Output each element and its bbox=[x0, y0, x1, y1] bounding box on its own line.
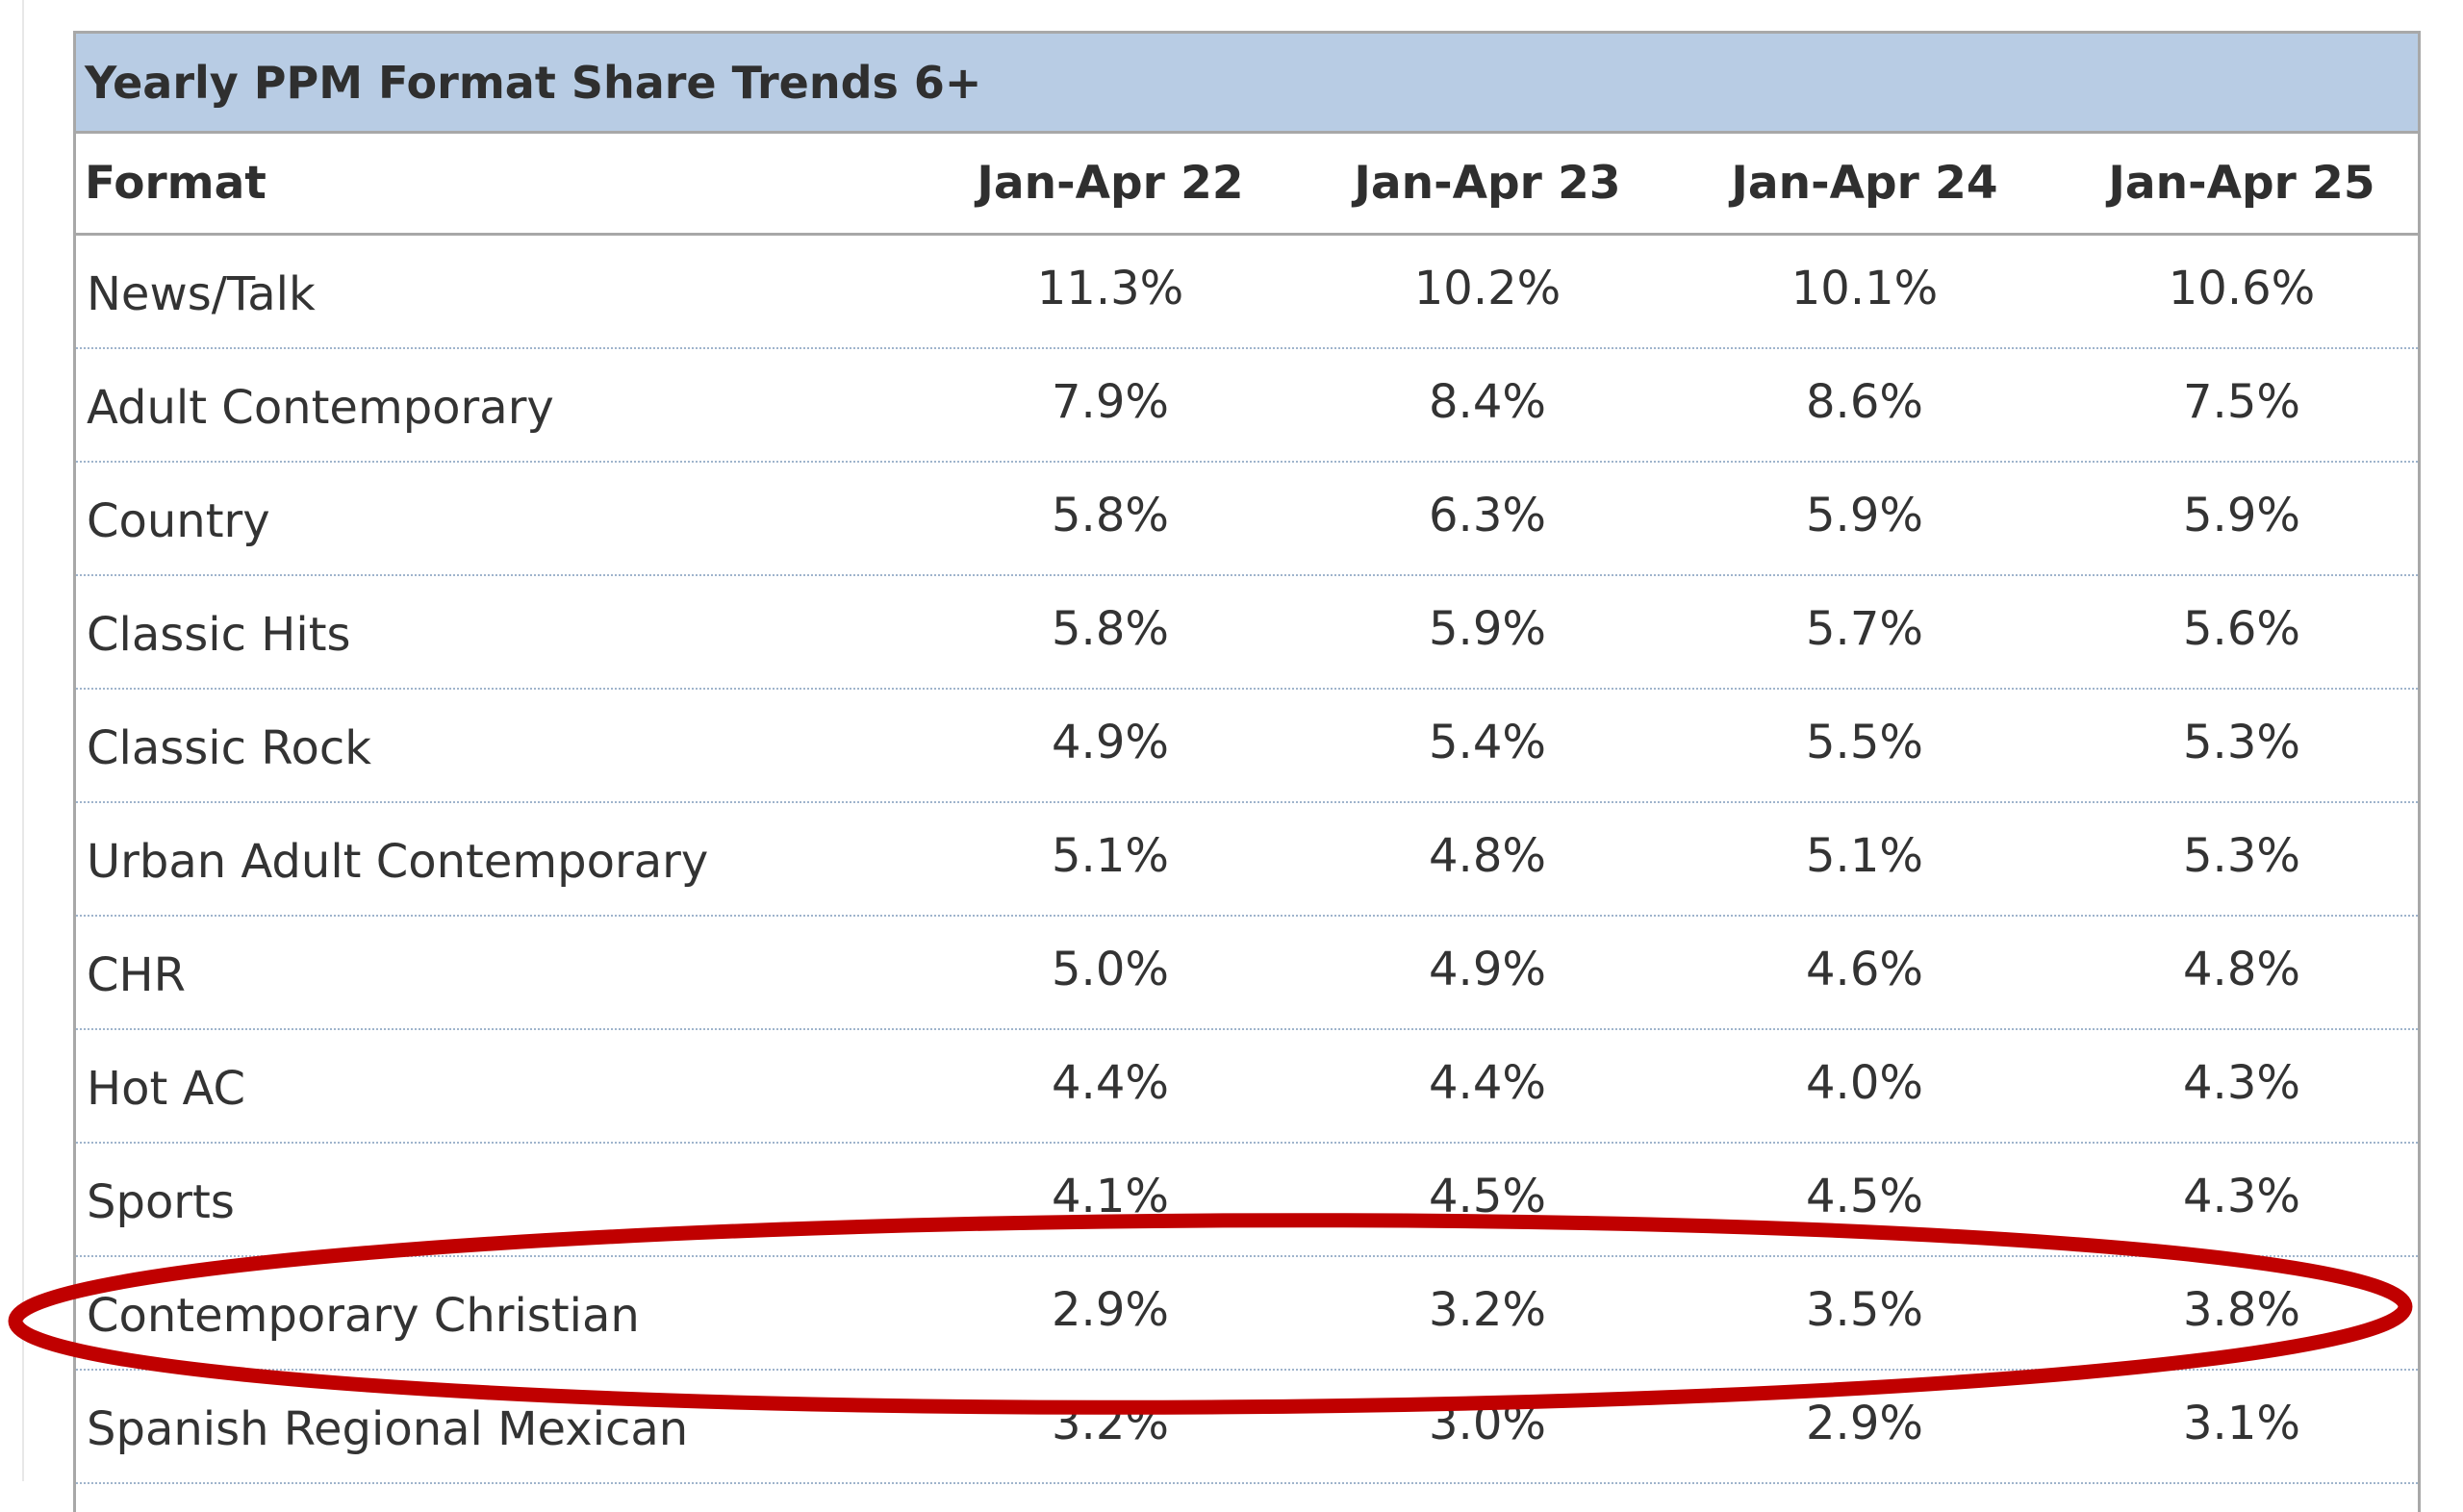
table-row-highlighted: Contemporary Christian 2.9% 3.2% 3.5% 3.… bbox=[76, 1257, 2418, 1371]
row-value-jan-apr-23: 6.3% bbox=[1429, 489, 1546, 542]
row-value-jan-apr-23: 4.9% bbox=[1429, 943, 1546, 996]
row-value-jan-apr-25: 5.3% bbox=[2183, 829, 2300, 883]
row-value-jan-apr-25: 4.3% bbox=[2183, 1056, 2300, 1110]
table-row: CHR 5.0% 4.9% 4.6% 4.8% bbox=[76, 917, 2418, 1030]
table-row: Classic Rock 4.9% 5.4% 5.5% 5.3% bbox=[76, 690, 2418, 803]
row-value-jan-apr-22: 5.8% bbox=[1052, 489, 1169, 542]
table-row: Country 5.8% 6.3% 5.9% 5.9% bbox=[76, 463, 2418, 576]
row-value-jan-apr-23: 8.4% bbox=[1429, 375, 1546, 429]
row-format-name: Country bbox=[87, 494, 270, 548]
row-value-jan-apr-24: 4.6% bbox=[1806, 943, 1923, 996]
row-value-jan-apr-24: 3.5% bbox=[1806, 1283, 1923, 1337]
row-value-jan-apr-22: 3.2% bbox=[1052, 1397, 1169, 1450]
table-row: Spanish Regional Mexican 3.2% 3.0% 2.9% … bbox=[76, 1371, 2418, 1484]
row-format-name: Spanish Regional Mexican bbox=[87, 1402, 689, 1456]
header-jan-apr-24: Jan-Apr 24 bbox=[1731, 157, 1998, 210]
row-value-jan-apr-22: 4.1% bbox=[1052, 1170, 1169, 1223]
row-value-jan-apr-25: 5.6% bbox=[2183, 602, 2300, 656]
row-value-jan-apr-23: 4.4% bbox=[1429, 1056, 1546, 1110]
table-row: News/Talk 11.3% 10.2% 10.1% 10.6% bbox=[76, 236, 2418, 349]
row-format-name: Hot AC bbox=[87, 1062, 246, 1116]
row-value-jan-apr-24: 2.9% bbox=[1806, 1397, 1923, 1450]
row-value-jan-apr-23: 10.2% bbox=[1413, 262, 1562, 315]
row-value-jan-apr-25: 5.9% bbox=[2183, 489, 2300, 542]
row-value-jan-apr-22: 4.9% bbox=[1052, 716, 1169, 769]
row-value-jan-apr-22: 7.9% bbox=[1052, 375, 1169, 429]
table-row: Urban Adult Contemporary 5.1% 4.8% 5.1% … bbox=[76, 803, 2418, 917]
row-format-name: Classic Hits bbox=[87, 608, 351, 662]
row-value-jan-apr-25: 3.8% bbox=[2183, 1283, 2300, 1337]
row-value-jan-apr-23: 5.4% bbox=[1429, 716, 1546, 769]
row-value-jan-apr-25: 4.8% bbox=[2183, 943, 2300, 996]
row-value-jan-apr-23: 4.8% bbox=[1429, 829, 1546, 883]
row-value-jan-apr-24: 5.7% bbox=[1806, 602, 1923, 656]
row-value-jan-apr-22: 4.4% bbox=[1052, 1056, 1169, 1110]
row-value-jan-apr-24: 5.1% bbox=[1806, 829, 1923, 883]
header-jan-apr-25: Jan-Apr 25 bbox=[2108, 157, 2375, 210]
row-value-jan-apr-25: 5.3% bbox=[2183, 716, 2300, 769]
header-format: Format bbox=[85, 157, 267, 210]
table-row: Adult Contemporary 7.9% 8.4% 8.6% 7.5% bbox=[76, 349, 2418, 463]
table-row: Hot AC 4.4% 4.4% 4.0% 4.3% bbox=[76, 1030, 2418, 1144]
table-title: Yearly PPM Format Share Trends 6+ bbox=[85, 57, 982, 109]
row-value-jan-apr-24: 4.0% bbox=[1806, 1056, 1923, 1110]
header-jan-apr-22: Jan-Apr 22 bbox=[977, 157, 1244, 210]
table-row: Sports 4.1% 4.5% 4.5% 4.3% bbox=[76, 1144, 2418, 1257]
row-value-jan-apr-24: 10.1% bbox=[1790, 262, 1939, 315]
table-frame bbox=[73, 31, 2421, 1512]
row-value-jan-apr-24: 8.6% bbox=[1806, 375, 1923, 429]
row-value-jan-apr-24: 4.5% bbox=[1806, 1170, 1923, 1223]
row-format-name: Classic Rock bbox=[87, 721, 372, 775]
row-value-jan-apr-23: 4.5% bbox=[1429, 1170, 1546, 1223]
row-value-jan-apr-22: 5.0% bbox=[1052, 943, 1169, 996]
row-value-jan-apr-25: 7.5% bbox=[2183, 375, 2300, 429]
row-value-jan-apr-22: 5.8% bbox=[1052, 602, 1169, 656]
row-value-jan-apr-22: 5.1% bbox=[1052, 829, 1169, 883]
row-value-jan-apr-25: 3.1% bbox=[2183, 1397, 2300, 1450]
row-format-name: Urban Adult Contemporary bbox=[87, 835, 709, 889]
table-row: Classic Hits 5.8% 5.9% 5.7% 5.6% bbox=[76, 576, 2418, 690]
row-value-jan-apr-24: 5.9% bbox=[1806, 489, 1923, 542]
row-format-name: Sports bbox=[87, 1175, 235, 1229]
row-value-jan-apr-24: 5.5% bbox=[1806, 716, 1923, 769]
row-value-jan-apr-25: 4.3% bbox=[2183, 1170, 2300, 1223]
row-format-name: Contemporary Christian bbox=[87, 1289, 640, 1343]
table-title-bar: Yearly PPM Format Share Trends 6+ bbox=[76, 34, 2418, 134]
row-value-jan-apr-23: 3.0% bbox=[1429, 1397, 1546, 1450]
row-value-jan-apr-23: 3.2% bbox=[1429, 1283, 1546, 1337]
row-value-jan-apr-23: 5.9% bbox=[1429, 602, 1546, 656]
row-value-jan-apr-22: 11.3% bbox=[1036, 262, 1184, 315]
row-format-name: CHR bbox=[87, 948, 186, 1002]
row-format-name: News/Talk bbox=[87, 267, 316, 321]
header-jan-apr-23: Jan-Apr 23 bbox=[1354, 157, 1621, 210]
row-value-jan-apr-22: 2.9% bbox=[1052, 1283, 1169, 1337]
page-left-rule bbox=[22, 0, 24, 1481]
row-value-jan-apr-25: 10.6% bbox=[2168, 262, 2316, 315]
table-header-row: Format Jan-Apr 22 Jan-Apr 23 Jan-Apr 24 … bbox=[76, 134, 2418, 236]
row-format-name: Adult Contemporary bbox=[87, 381, 554, 435]
